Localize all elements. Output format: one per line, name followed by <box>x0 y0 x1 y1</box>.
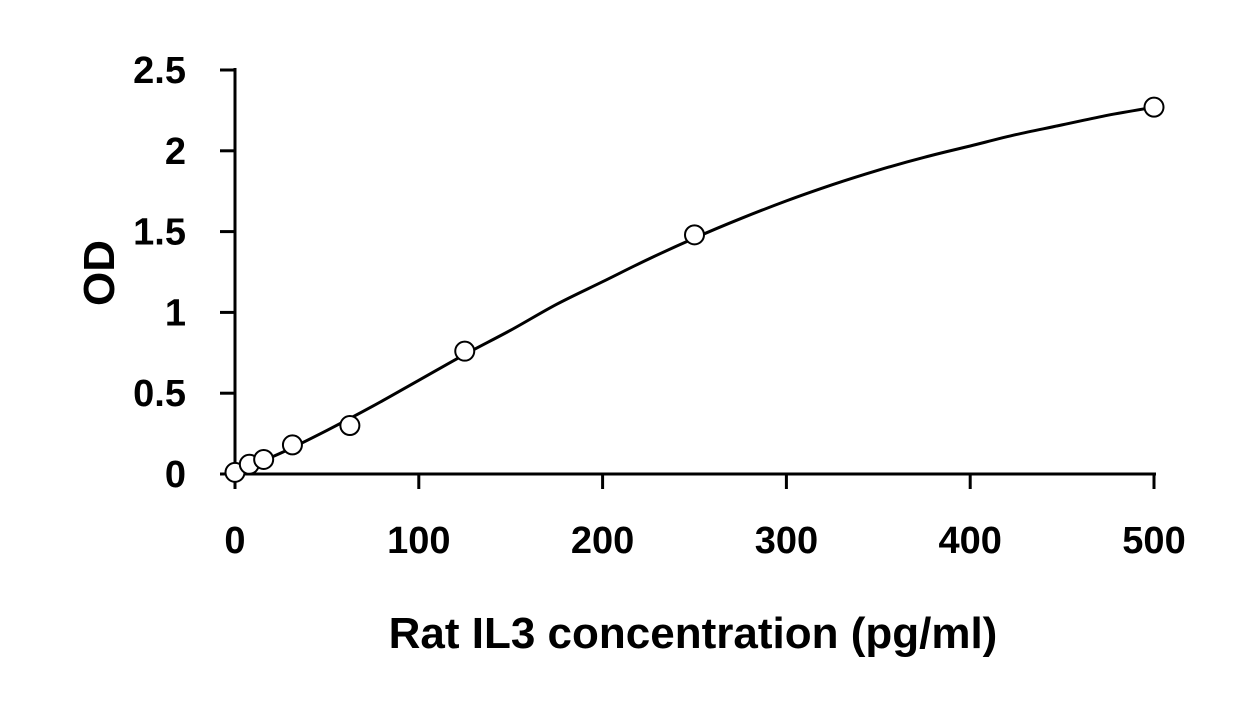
y-axis-title: OD <box>75 240 124 306</box>
data-point <box>281 434 303 456</box>
fit-curve-layer <box>234 105 1155 474</box>
x-axis-title: Rat IL3 concentration (pg/ml) <box>389 609 998 658</box>
y-tick-label: 1.5 <box>133 212 186 254</box>
data-point <box>684 224 705 246</box>
data-point <box>339 415 361 437</box>
x-tick-label: 300 <box>755 520 818 562</box>
data-point <box>454 340 476 362</box>
x-tick-label: 400 <box>938 520 1001 562</box>
ticks: 0 0.5 1 1.5 2 2.5 0 100 200 300 400 500 <box>133 50 1186 562</box>
x-tick-label: 100 <box>387 520 450 562</box>
axes <box>220 68 1156 476</box>
fit-curve <box>234 105 1155 474</box>
y-tick-label: 2 <box>165 131 186 173</box>
x-tick-label: 0 <box>224 520 245 562</box>
y-tick-label: 0.5 <box>133 373 186 415</box>
y-tick-label: 1 <box>165 292 186 334</box>
y-tick-label: 2.5 <box>133 50 186 92</box>
x-tick-label: 500 <box>1122 520 1185 562</box>
x-tick-label: 200 <box>571 520 634 562</box>
data-point <box>253 448 275 470</box>
data-point <box>1143 96 1165 118</box>
y-tick-label: 0 <box>165 454 186 496</box>
data-points <box>224 96 1165 483</box>
